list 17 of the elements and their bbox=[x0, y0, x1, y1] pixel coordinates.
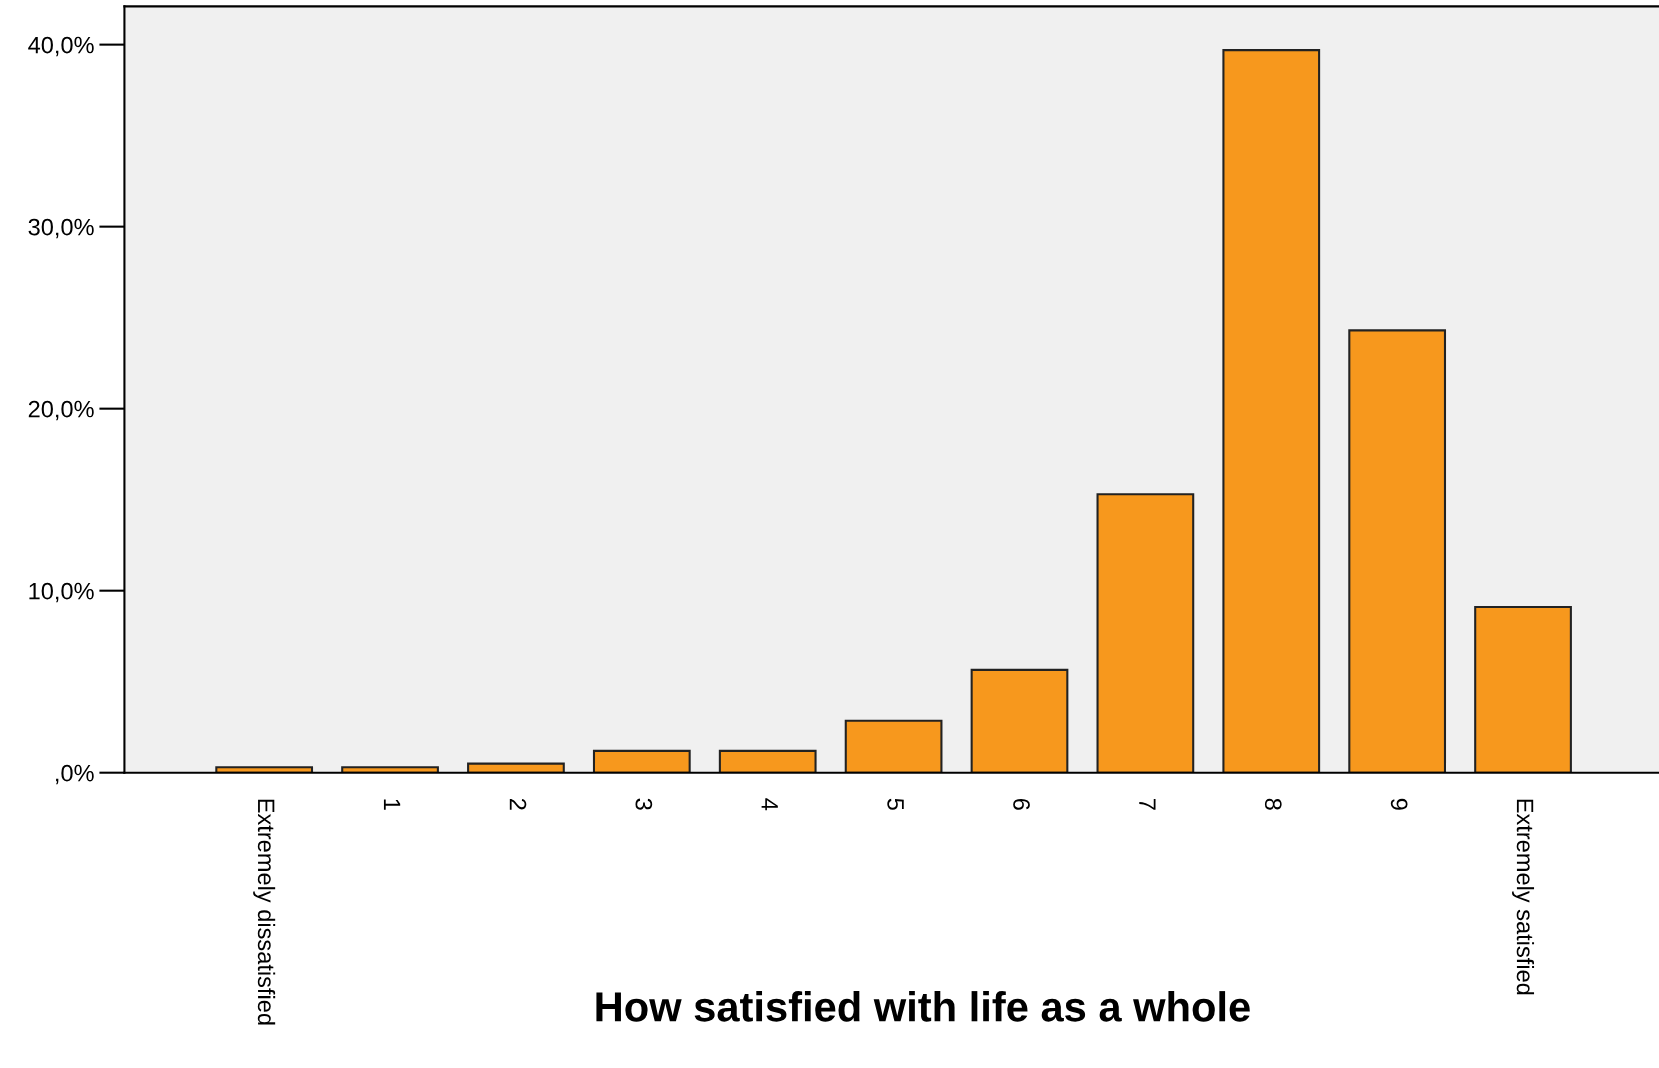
x-tick-label: 6 bbox=[1013, 798, 1030, 810]
x-tick-label: 5 bbox=[887, 798, 904, 810]
x-tick-label: 1 bbox=[383, 799, 401, 810]
x-tick-label: 2 bbox=[509, 798, 527, 810]
y-tick-label: ,0% bbox=[56, 764, 94, 785]
x-tick-label: 7 bbox=[1139, 798, 1156, 810]
x-tick-label: Extremely dissatisfied bbox=[253, 799, 276, 1025]
x-tick-label: Extremely satisfied bbox=[1512, 799, 1535, 995]
y-tick-label: 40,0% bbox=[28, 36, 94, 57]
y-tick-label: 20,0% bbox=[28, 400, 94, 421]
x-tick-label: 8 bbox=[1264, 798, 1282, 810]
y-tick-label: 10,0% bbox=[29, 582, 94, 603]
x-tick-label: 3 bbox=[635, 798, 653, 810]
x-tick-label: 4 bbox=[761, 798, 778, 811]
x-tick-label: 9 bbox=[1390, 798, 1408, 810]
x-axis-title: How satisfied with life as a whole bbox=[596, 991, 1250, 1022]
y-tick-label: 30,0% bbox=[28, 218, 94, 239]
